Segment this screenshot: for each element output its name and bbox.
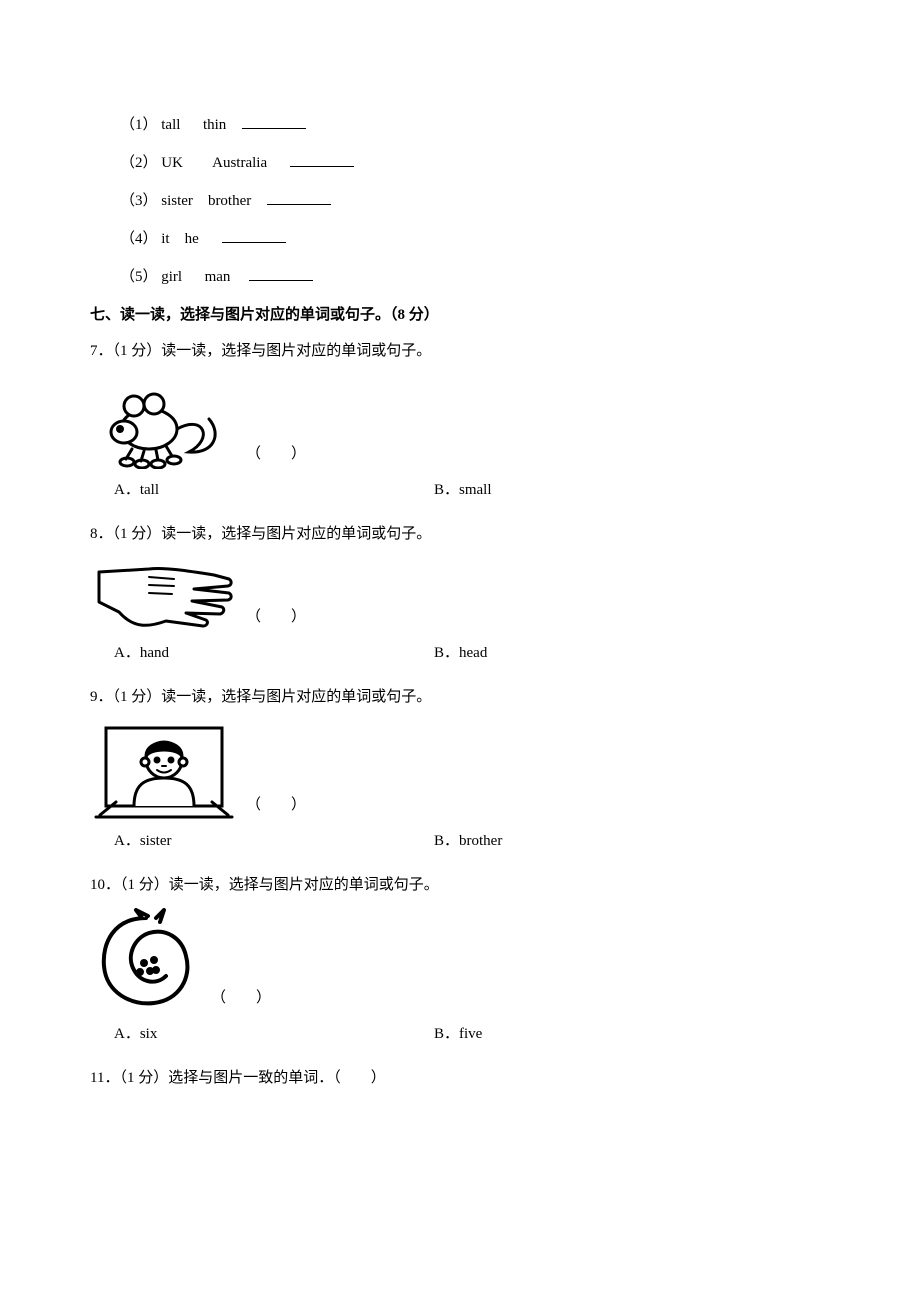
- q8-paren[interactable]: （ ）: [246, 602, 306, 632]
- q10-stem: 10．（1 分）读一读，选择与图片对应的单词或句子。: [90, 870, 830, 900]
- fill-item-4: （4） it he: [90, 224, 830, 254]
- hand-icon: [94, 557, 234, 632]
- blank-line[interactable]: [290, 151, 354, 167]
- fill-word-a: tall: [161, 117, 180, 133]
- q8-image-row: （ ）: [94, 557, 830, 632]
- q10-option-a[interactable]: A．six: [114, 1019, 434, 1049]
- q7-option-a[interactable]: A．tall: [114, 475, 434, 505]
- fill-word-b: thin: [203, 117, 226, 133]
- mouse-icon: [94, 374, 234, 469]
- fill-item-5: （5） girl man: [90, 262, 830, 292]
- q9-stem: 9．（1 分）读一读，选择与图片对应的单词或句子。: [90, 682, 830, 712]
- q8-option-b[interactable]: B．head: [434, 638, 830, 668]
- q8-stem: 8．（1 分）读一读，选择与图片对应的单词或句子。: [90, 519, 830, 549]
- q10-image-row: （ ）: [94, 908, 830, 1013]
- blank-line[interactable]: [242, 113, 306, 129]
- q10-options: A．six B．five: [114, 1019, 830, 1049]
- curled-cat-icon: [94, 908, 199, 1013]
- fill-num: （5）: [120, 269, 158, 285]
- fill-item-1: （1） tall thin: [90, 110, 830, 140]
- fill-word-a: it: [161, 231, 169, 247]
- fill-num: （2）: [120, 155, 158, 171]
- q8-options: A．hand B．head: [114, 638, 830, 668]
- q9-options: A．sister B．brother: [114, 826, 830, 856]
- section-7-title: 七、读一读，选择与图片对应的单词或句子。（8 分）: [90, 300, 830, 330]
- worksheet-page: （1） tall thin （2） UK Australia （3） siste…: [0, 0, 920, 1157]
- q9-image-row: （ ）: [94, 720, 830, 820]
- fill-word-a: girl: [161, 269, 182, 285]
- q9-option-a[interactable]: A．sister: [114, 826, 434, 856]
- q8-option-a[interactable]: A．hand: [114, 638, 434, 668]
- fill-word-a: sister: [161, 193, 193, 209]
- q11-stem: 11．（1 分）选择与图片一致的单词．（ ）: [90, 1063, 830, 1093]
- q7-option-b[interactable]: B．small: [434, 475, 830, 505]
- q7-paren[interactable]: （ ）: [246, 439, 306, 469]
- fill-word-b: he: [185, 231, 199, 247]
- fill-word-b: Australia: [212, 155, 267, 171]
- fill-item-2: （2） UK Australia: [90, 148, 830, 178]
- fill-word-b: brother: [208, 193, 251, 209]
- q11-paren[interactable]: （ ）: [333, 1070, 386, 1086]
- fill-item-3: （3） sister brother: [90, 186, 830, 216]
- blank-line[interactable]: [249, 265, 313, 281]
- q11-stem-text: 11．（1 分）选择与图片一致的单词．: [90, 1070, 333, 1086]
- boy-portrait-icon: [94, 720, 234, 820]
- q9-option-b[interactable]: B．brother: [434, 826, 830, 856]
- q10-paren[interactable]: （ ）: [211, 983, 271, 1013]
- fill-num: （4）: [120, 231, 158, 247]
- q9-paren[interactable]: （ ）: [246, 790, 306, 820]
- fill-num: （1）: [120, 117, 158, 133]
- q10-option-b[interactable]: B．five: [434, 1019, 830, 1049]
- blank-line[interactable]: [267, 189, 331, 205]
- fill-num: （3）: [120, 193, 158, 209]
- blank-line[interactable]: [222, 227, 286, 243]
- fill-word-b: man: [205, 269, 231, 285]
- q7-image-row: （ ）: [94, 374, 830, 469]
- fill-word-a: UK: [161, 155, 183, 171]
- q7-options: A．tall B．small: [114, 475, 830, 505]
- q7-stem: 7．（1 分）读一读，选择与图片对应的单词或句子。: [90, 336, 830, 366]
